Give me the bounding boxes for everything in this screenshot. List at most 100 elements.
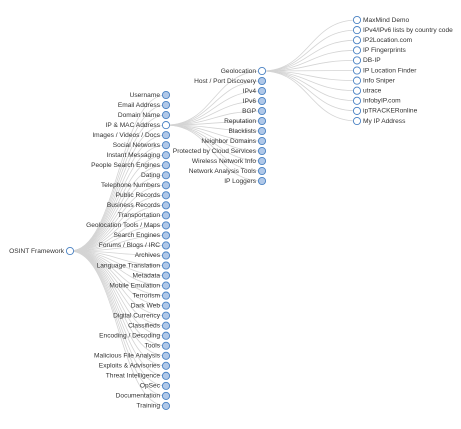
tree-node[interactable]: IP Location Finder	[352, 66, 417, 75]
node-circle[interactable]	[161, 90, 171, 100]
node-circle[interactable]	[257, 156, 267, 166]
tree-node[interactable]: Instant Messaging	[106, 151, 171, 160]
tree-node[interactable]: Tools	[145, 341, 171, 350]
node-circle[interactable]	[65, 246, 75, 256]
node-circle[interactable]	[161, 131, 171, 140]
node-circle[interactable]	[257, 86, 267, 96]
tree-node[interactable]: Digital Currency	[113, 311, 171, 320]
node-circle[interactable]	[161, 391, 171, 400]
tree-node[interactable]: Mobile Emulation	[109, 281, 171, 290]
node-circle[interactable]	[161, 361, 171, 370]
node-circle[interactable]	[161, 251, 171, 260]
node-circle[interactable]	[352, 36, 362, 45]
tree-node[interactable]: IP2Location.com	[352, 36, 413, 45]
tree-node[interactable]: Exploits & Advisories	[99, 361, 171, 370]
node-circle[interactable]	[161, 181, 171, 190]
tree-node[interactable]: Telephone Numbers	[101, 181, 171, 190]
node-circle[interactable]	[352, 26, 362, 35]
node-circle[interactable]	[161, 271, 171, 280]
node-circle[interactable]	[161, 141, 171, 150]
tree-node[interactable]: IP & MAC Address	[106, 121, 171, 130]
tree-node[interactable]: Social Networks	[113, 141, 171, 150]
node-circle[interactable]	[257, 146, 267, 156]
tree-node[interactable]: IPv4/IPv6 lists by country code	[352, 26, 453, 35]
node-circle[interactable]	[257, 96, 267, 106]
node-circle[interactable]	[161, 211, 171, 220]
tree-node[interactable]: Reputation	[224, 116, 267, 126]
tree-node[interactable]: Email Address	[118, 100, 171, 110]
node-circle[interactable]	[161, 341, 171, 350]
node-circle[interactable]	[161, 151, 171, 160]
tree-node[interactable]: My IP Address	[352, 116, 406, 126]
tree-node[interactable]: Malicious File Analysis	[94, 351, 171, 360]
tree-node[interactable]: IP Loggers	[224, 176, 267, 186]
node-circle[interactable]	[352, 106, 362, 115]
node-circle[interactable]	[257, 176, 267, 186]
node-circle[interactable]	[257, 166, 267, 176]
node-circle[interactable]	[161, 331, 171, 340]
node-circle[interactable]	[352, 66, 362, 75]
tree-node[interactable]: Geolocation	[221, 66, 267, 76]
tree-node[interactable]: Archives	[135, 251, 171, 260]
tree-node[interactable]: DB-IP	[352, 56, 381, 65]
node-circle[interactable]	[352, 46, 362, 55]
node-circle[interactable]	[161, 161, 171, 170]
node-circle[interactable]	[161, 281, 171, 290]
tree-node[interactable]: Neighbor Domains	[201, 136, 267, 146]
tree-node[interactable]: Search Engines	[113, 231, 171, 240]
node-circle[interactable]	[352, 56, 362, 65]
node-circle[interactable]	[161, 371, 171, 380]
tree-node[interactable]: IPv4	[243, 86, 267, 96]
tree-node[interactable]: InfobyIP.com	[352, 96, 401, 105]
node-circle[interactable]	[352, 96, 362, 105]
tree-node[interactable]: Network Analysis Tools	[189, 166, 267, 176]
node-circle[interactable]	[161, 111, 171, 120]
tree-node[interactable]: Dating	[141, 171, 171, 180]
tree-node[interactable]: Classifieds	[128, 321, 171, 330]
node-circle[interactable]	[161, 321, 171, 330]
tree-node[interactable]: Encoding / Decoding	[99, 331, 171, 340]
node-circle[interactable]	[352, 116, 362, 126]
node-circle[interactable]	[352, 15, 362, 25]
node-circle[interactable]	[161, 191, 171, 200]
node-circle[interactable]	[257, 136, 267, 146]
tree-node[interactable]: Dark Web	[131, 301, 171, 310]
node-circle[interactable]	[161, 201, 171, 210]
node-circle[interactable]	[161, 261, 171, 270]
tree-node[interactable]: OpSec	[140, 381, 171, 390]
node-circle[interactable]	[257, 126, 267, 136]
tree-node[interactable]: Terrorism	[133, 291, 171, 300]
tree-node[interactable]: Info Sniper	[352, 76, 396, 85]
node-circle[interactable]	[161, 171, 171, 180]
node-circle[interactable]	[257, 66, 267, 76]
tree-node[interactable]: Documentation	[116, 391, 171, 400]
tree-node[interactable]: Language Translation	[97, 261, 171, 270]
tree-node[interactable]: MaxMind Demo	[352, 15, 410, 25]
tree-node[interactable]: People Search Engines	[91, 161, 171, 170]
node-circle[interactable]	[257, 106, 267, 116]
tree-node[interactable]: Forums / Blogs / IRC	[99, 241, 171, 250]
tree-node[interactable]: Public Records	[116, 191, 171, 200]
tree-node[interactable]: Metadata	[133, 271, 171, 280]
node-circle[interactable]	[352, 86, 362, 95]
tree-node[interactable]: Transportation	[118, 211, 171, 220]
tree-node[interactable]: Business Records	[107, 201, 171, 210]
node-circle[interactable]	[161, 231, 171, 240]
tree-node[interactable]: Blacklists	[229, 126, 267, 136]
tree-node[interactable]: IP Fingerprints	[352, 46, 406, 55]
tree-node[interactable]: OSINT Framework	[9, 246, 75, 256]
tree-node[interactable]: Threat Intelligence	[106, 371, 171, 380]
tree-node[interactable]: Domain Name	[118, 111, 171, 120]
tree-node[interactable]: Images / Videos / Docs	[92, 131, 171, 140]
node-circle[interactable]	[161, 381, 171, 390]
node-circle[interactable]	[161, 221, 171, 230]
tree-node[interactable]: IPv6	[243, 96, 267, 106]
node-circle[interactable]	[161, 311, 171, 320]
tree-node[interactable]: utrace	[352, 86, 382, 95]
node-circle[interactable]	[161, 100, 171, 110]
node-circle[interactable]	[161, 401, 171, 410]
tree-node[interactable]: BGP	[242, 106, 267, 116]
tree-node[interactable]: Protected by Cloud Services	[173, 146, 267, 156]
tree-node[interactable]: Wireless Network Info	[192, 156, 267, 166]
node-circle[interactable]	[161, 301, 171, 310]
